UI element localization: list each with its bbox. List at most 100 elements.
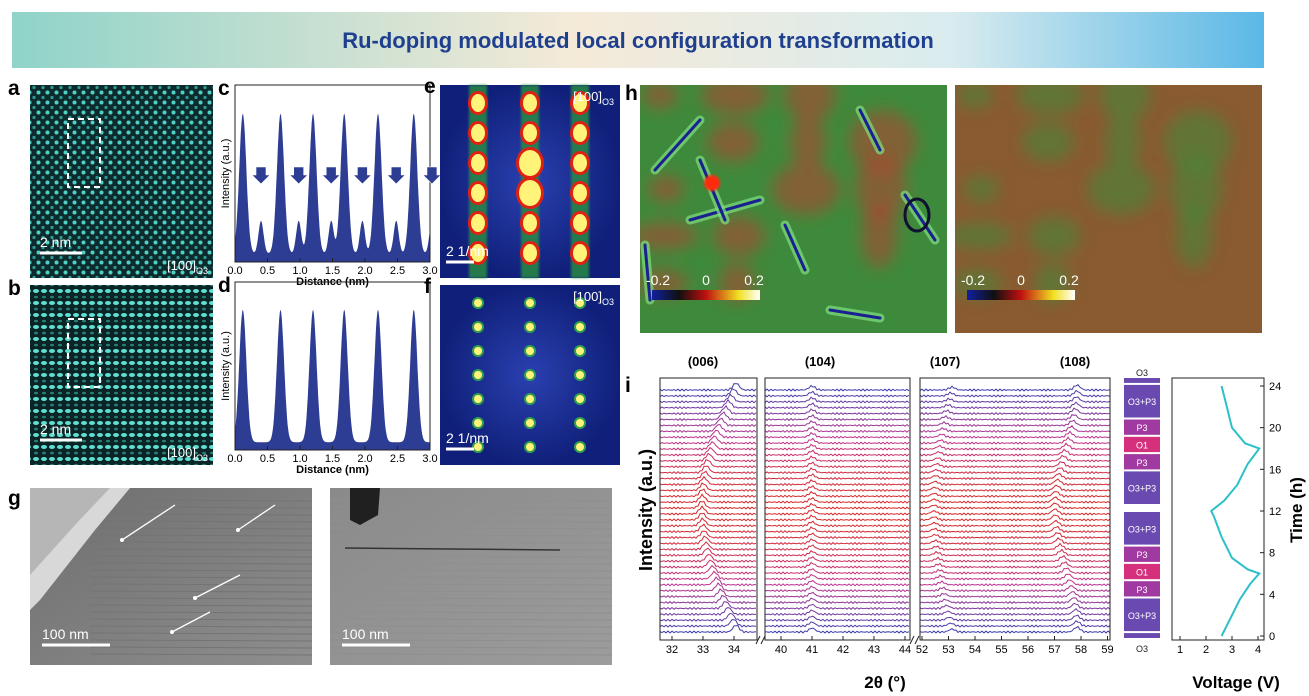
plot-frame: [234, 281, 431, 451]
xrd-pattern: [659, 475, 757, 486]
x-tick-label: 3.0: [422, 265, 437, 277]
xrd-pattern: [659, 388, 757, 398]
stripe: [89, 618, 313, 621]
colorbar-tick: -0.2: [646, 272, 670, 288]
dislocation: [653, 118, 702, 172]
zone-axis-index: [100]: [167, 445, 196, 460]
xrd-pattern: [659, 398, 757, 410]
plot-frame: [659, 377, 758, 641]
spot: [526, 347, 534, 355]
xrd-pattern: [659, 465, 757, 475]
spot: [526, 299, 534, 307]
stripe: [89, 611, 313, 614]
x-tick-label: 42: [837, 644, 849, 656]
phase-box: [1124, 378, 1160, 383]
xrd-pattern: [764, 414, 910, 422]
xrd-pattern: [764, 520, 910, 528]
xrd-pattern: [659, 582, 757, 593]
x-tick-label: 57: [1048, 644, 1060, 656]
xrd-pattern: [919, 619, 1111, 628]
spot: [573, 214, 587, 232]
phase-box: [1124, 384, 1160, 418]
spot: [471, 184, 485, 202]
xrd-pattern: [764, 402, 910, 410]
strain-patch: [790, 116, 826, 168]
xrd-pattern: [764, 532, 910, 540]
spot: [474, 371, 482, 379]
stripe: [329, 576, 613, 579]
xrd-pattern: [919, 573, 1111, 581]
stripe: [329, 646, 613, 649]
xrd-pattern: [659, 393, 757, 404]
phase-label: O3+P3: [1128, 484, 1156, 494]
xrd-pattern: [659, 488, 757, 498]
xrd-pattern: [764, 591, 910, 599]
label: h: [625, 82, 638, 105]
xrd-pattern: [659, 501, 757, 510]
arrow-marker: [288, 166, 309, 185]
xrd-pattern: [764, 502, 910, 510]
xrd-pattern: [659, 512, 757, 522]
x-tick-label: 0.0: [227, 453, 242, 465]
y-tick-label: 20: [1269, 423, 1281, 435]
xrd-pattern: [919, 467, 1111, 475]
stripe: [89, 499, 313, 502]
stripe: [89, 590, 313, 593]
xrd-pattern: [659, 530, 757, 540]
xrd-pattern: [919, 561, 1111, 569]
arrow-head: [170, 630, 174, 634]
xrd-pattern: [659, 429, 757, 439]
colorbar-tick: 0: [702, 272, 710, 288]
x-tick-label: 1.5: [325, 453, 340, 465]
xrd-pattern: [659, 588, 757, 599]
x-tick-label: 59: [1101, 644, 1113, 656]
strain-patch: [640, 222, 698, 250]
spot: [523, 214, 537, 232]
arrow-head: [193, 596, 197, 600]
xrd-pattern: [659, 559, 757, 569]
spot: [519, 150, 541, 176]
xrd-pattern: [764, 579, 910, 587]
peak-label: (104): [805, 354, 835, 369]
spot: [526, 395, 534, 403]
colorbar: [967, 290, 1075, 300]
strain-patch: [957, 85, 993, 109]
xrd-pattern: [764, 561, 910, 569]
xrd-pattern: [764, 437, 910, 445]
crack: [344, 547, 561, 551]
label: e: [424, 75, 436, 98]
x-tick-label: 55: [995, 644, 1007, 656]
spot: [526, 419, 534, 427]
spot: [576, 443, 584, 451]
y-axis-label: Time (h): [1287, 477, 1306, 543]
spot: [576, 299, 584, 307]
xrd-pattern: [659, 517, 757, 528]
arrow-marker: [352, 166, 373, 185]
y-axis-label: Intensity (a.u.): [636, 449, 656, 571]
x-tick-label: 1.0: [292, 453, 307, 465]
stripe: [329, 590, 613, 593]
x-tick-label: 44: [899, 644, 911, 656]
stripe: [329, 604, 613, 607]
spot: [523, 94, 537, 112]
x-tick-label: 43: [868, 644, 880, 656]
xrd-pattern: [919, 448, 1111, 457]
y-tick-label: 8: [1269, 548, 1275, 560]
spot: [576, 395, 584, 403]
strain-patch: [855, 157, 907, 221]
spot: [576, 323, 584, 331]
x-tick-label: 2.5: [390, 265, 405, 277]
spot: [471, 124, 485, 142]
colorbar: [652, 290, 760, 300]
stripe: [329, 653, 613, 656]
scale-bar-label: 2 nm: [40, 234, 71, 250]
phase-label: P3: [1136, 585, 1147, 595]
stripe: [329, 583, 613, 586]
stripe: [329, 611, 613, 614]
xrd-pattern: [764, 603, 910, 610]
x-axis-label: Voltage (V): [1192, 673, 1280, 692]
spot: [526, 371, 534, 379]
phase-label: O3: [1136, 368, 1148, 378]
xrd-pattern: [764, 549, 910, 557]
strain-patch: [1170, 157, 1222, 221]
